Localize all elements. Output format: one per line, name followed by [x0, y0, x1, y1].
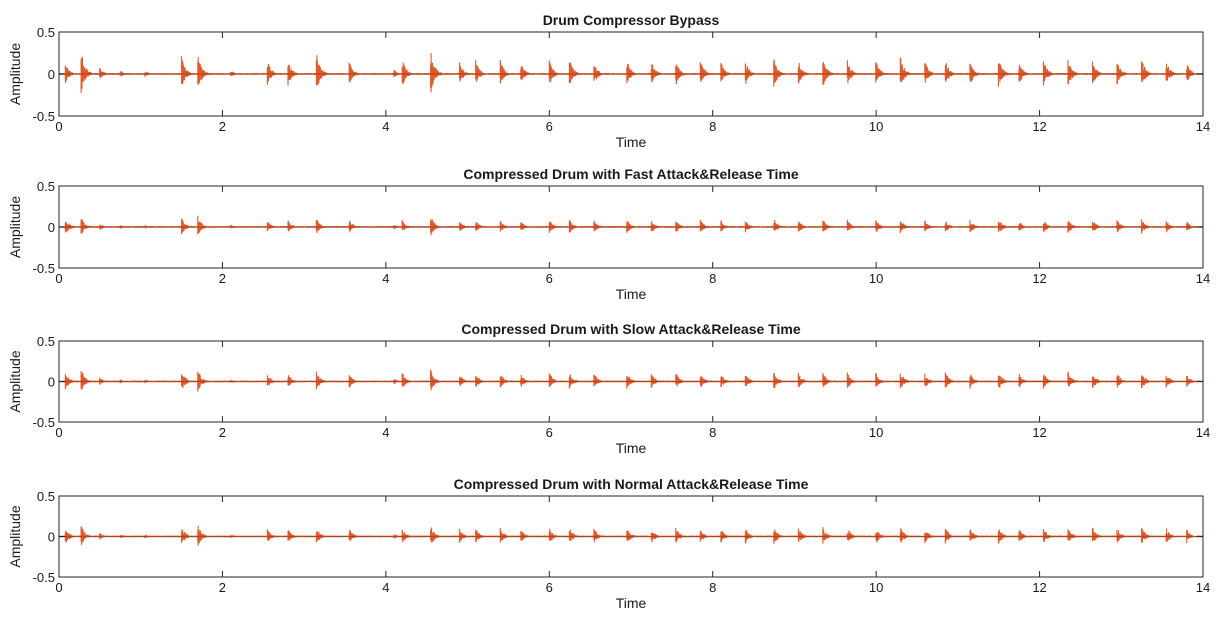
x-tick-label: 10 [869, 271, 883, 286]
x-tick-label: 2 [219, 119, 226, 134]
x-tick-label: 12 [1032, 119, 1046, 134]
x-tick-label: 4 [382, 425, 389, 440]
y-tick-label: -0.5 [33, 570, 55, 585]
x-tick-label: 14 [1196, 271, 1210, 286]
x-tick-label: 8 [709, 271, 716, 286]
x-tick-label: 14 [1196, 425, 1210, 440]
y-tick-label: 0.5 [37, 179, 55, 194]
y-axis-label: Amplitude [7, 43, 23, 105]
x-tick-label: 2 [219, 425, 226, 440]
x-tick-label: 4 [382, 271, 389, 286]
x-axis-label: Time [616, 440, 647, 456]
chart-title: Compressed Drum with Fast Attack&Release… [463, 166, 799, 182]
y-axis-label: Amplitude [7, 196, 23, 258]
y-tick-label: 0.5 [37, 489, 55, 504]
x-tick-label: 0 [55, 271, 62, 286]
y-tick-label: -0.5 [33, 415, 55, 430]
x-tick-label: 6 [546, 425, 553, 440]
waveform-series [58, 53, 1204, 93]
chart-title: Drum Compressor Bypass [543, 12, 720, 28]
x-tick-label: 10 [869, 119, 883, 134]
x-tick-label: 0 [55, 119, 62, 134]
y-tick-label: 0 [48, 375, 55, 390]
x-tick-label: 10 [869, 580, 883, 595]
x-axis-label: Time [616, 286, 647, 302]
x-tick-label: 4 [382, 580, 389, 595]
x-tick-label: 14 [1196, 580, 1210, 595]
y-tick-label: 0 [48, 530, 55, 545]
x-tick-label: 12 [1032, 425, 1046, 440]
x-tick-label: 0 [55, 425, 62, 440]
y-axis-label: Amplitude [7, 505, 23, 567]
x-tick-label: 2 [219, 271, 226, 286]
x-tick-label: 6 [546, 119, 553, 134]
subplot-3: Compressed Drum with Slow Attack&Release… [7, 321, 1210, 456]
y-tick-label: -0.5 [33, 109, 55, 124]
y-tick-label: 0 [48, 67, 55, 82]
subplot-2: Compressed Drum with Fast Attack&Release… [7, 166, 1210, 302]
x-tick-label: 8 [709, 119, 716, 134]
y-tick-label: 0.5 [37, 334, 55, 349]
y-tick-label: 0 [48, 220, 55, 235]
y-axis-label: Amplitude [7, 350, 23, 412]
x-axis-label: Time [616, 134, 647, 150]
x-tick-label: 8 [709, 425, 716, 440]
subplot-4: Compressed Drum with Normal Attack&Relea… [7, 476, 1210, 611]
y-tick-label: 0.5 [37, 25, 55, 40]
chart-title: Compressed Drum with Normal Attack&Relea… [454, 476, 809, 492]
x-tick-label: 6 [546, 580, 553, 595]
chart-title: Compressed Drum with Slow Attack&Release… [461, 321, 800, 337]
x-tick-label: 8 [709, 580, 716, 595]
x-tick-label: 0 [55, 580, 62, 595]
x-tick-label: 6 [546, 271, 553, 286]
x-tick-label: 2 [219, 580, 226, 595]
x-tick-label: 4 [382, 119, 389, 134]
x-axis-label: Time [616, 595, 647, 611]
y-tick-label: -0.5 [33, 261, 55, 276]
x-tick-label: 12 [1032, 271, 1046, 286]
x-tick-label: 14 [1196, 119, 1210, 134]
x-tick-label: 10 [869, 425, 883, 440]
x-tick-label: 12 [1032, 580, 1046, 595]
